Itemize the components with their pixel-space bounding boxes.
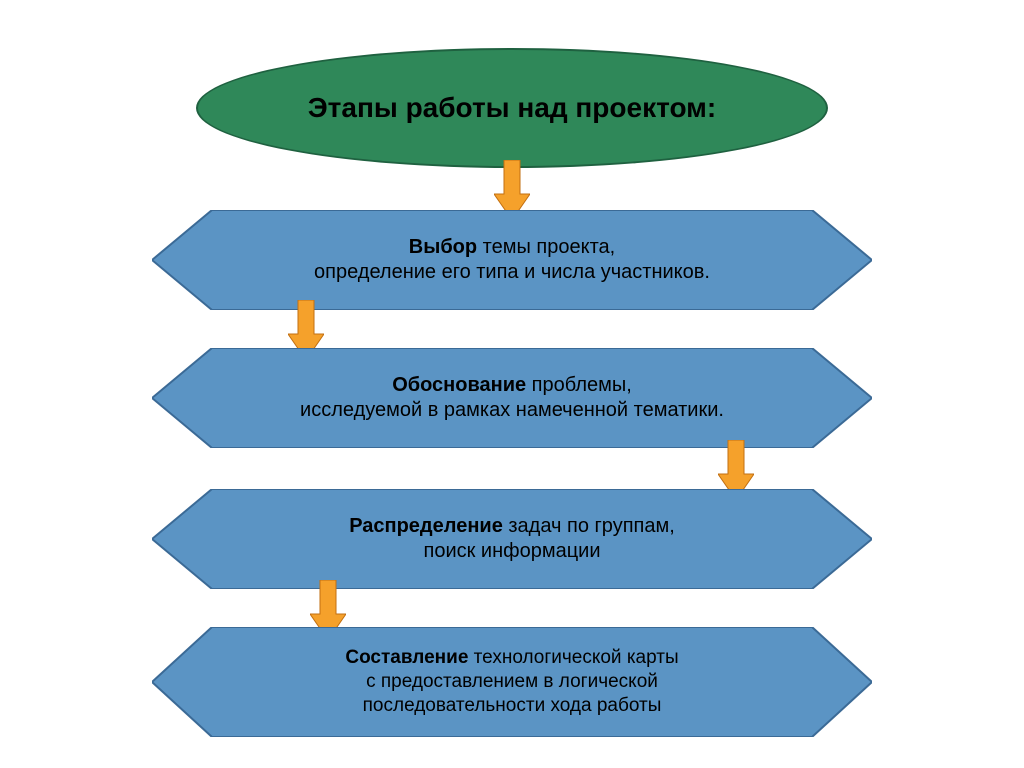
step-2-text: Обоснование проблемы, исследуемой в рамк…: [152, 348, 872, 448]
step-3: Распределение задач по группам, поиск ин…: [152, 489, 872, 589]
step-3-bold: Распределение: [349, 515, 503, 537]
step-2-line2: исследуемой в рамках намеченной тематики…: [300, 398, 724, 423]
step-1-bold: Выбор: [409, 236, 477, 258]
title-text: Этапы работы над проектом:: [308, 92, 716, 124]
title-ellipse: Этапы работы над проектом:: [196, 48, 828, 168]
step-4-line2: с предоставлением в логической: [366, 670, 658, 694]
step-2: Обоснование проблемы, исследуемой в рамк…: [152, 348, 872, 448]
step-1-text: Выбор темы проекта, определение его типа…: [152, 210, 872, 310]
step-4: Составление технологической карты с пред…: [152, 627, 872, 737]
step-3-rest: задач по группам,: [503, 515, 675, 537]
step-1-line2: определение его типа и числа участников.: [314, 260, 710, 285]
step-1: Выбор темы проекта, определение его типа…: [152, 210, 872, 310]
step-4-text: Составление технологической карты с пред…: [152, 627, 872, 737]
step-4-line3: последовательности хода работы: [363, 694, 662, 718]
step-4-rest: технологической карты: [468, 647, 678, 668]
step-2-bold: Обоснование: [392, 374, 526, 396]
step-3-line2: поиск информации: [423, 539, 600, 564]
step-4-bold: Составление: [345, 647, 468, 668]
step-3-text: Распределение задач по группам, поиск ин…: [152, 489, 872, 589]
step-2-rest: проблемы,: [526, 374, 632, 396]
step-1-rest: темы проекта,: [477, 236, 615, 258]
